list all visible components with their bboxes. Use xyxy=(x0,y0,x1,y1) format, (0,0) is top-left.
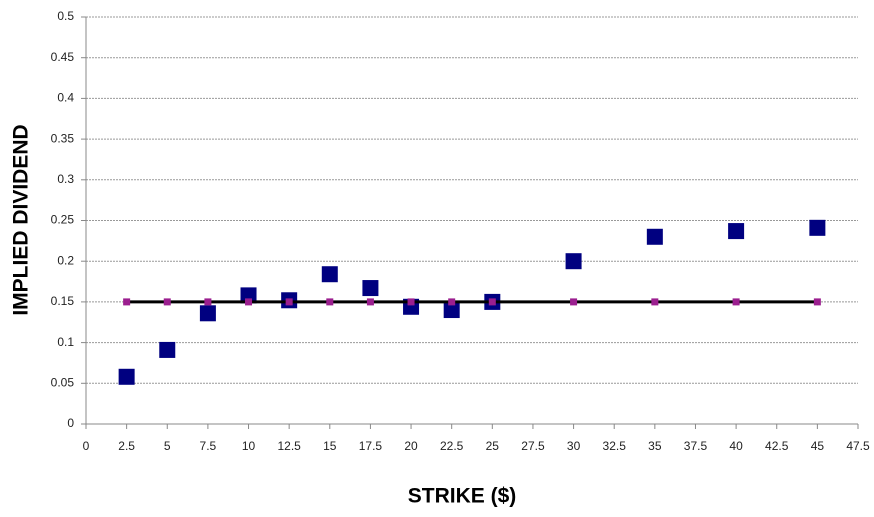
marker xyxy=(204,298,212,306)
marker xyxy=(366,298,374,306)
marker xyxy=(732,298,740,306)
marker xyxy=(813,298,821,306)
y-tick-label: 0.05 xyxy=(51,375,75,389)
marker xyxy=(163,298,171,306)
y-tick-label: 0.5 xyxy=(57,9,74,23)
marker xyxy=(565,253,582,270)
y-tick-label: 0.2 xyxy=(57,253,74,267)
marker xyxy=(321,266,338,283)
marker xyxy=(159,341,176,358)
marker xyxy=(407,298,415,306)
x-tick-label: 17.5 xyxy=(359,439,383,453)
x-tick-label: 2.5 xyxy=(118,439,135,453)
y-tick-label: 0.25 xyxy=(51,213,75,227)
marker xyxy=(570,298,578,306)
y-tick-label: 0.45 xyxy=(51,50,75,64)
x-tick-label: 47.5 xyxy=(846,439,870,453)
x-tick-label: 42.5 xyxy=(765,439,789,453)
y-axis-label: IMPLIED DIVIDEND xyxy=(10,124,33,315)
marker xyxy=(651,298,659,306)
marker xyxy=(488,298,496,306)
y-tick-label: 0.1 xyxy=(57,335,74,349)
x-tick-label: 0 xyxy=(83,439,90,453)
x-tick-label: 22.5 xyxy=(440,439,464,453)
x-tick-label: 20 xyxy=(404,439,418,453)
y-tick-label: 0 xyxy=(67,416,74,430)
marker xyxy=(646,228,663,245)
x-tick-label: 35 xyxy=(648,439,662,453)
x-axis-label: STRIKE ($) xyxy=(408,485,517,508)
x-tick-label: 25 xyxy=(486,439,500,453)
marker xyxy=(118,368,135,385)
y-tick-label: 0.4 xyxy=(57,91,74,105)
marker xyxy=(285,298,293,306)
marker xyxy=(326,298,334,306)
x-tick-label: 10 xyxy=(242,439,256,453)
marker xyxy=(362,280,379,297)
x-tick-label: 5 xyxy=(164,439,171,453)
x-tick-label: 30 xyxy=(567,439,581,453)
marker xyxy=(809,219,826,236)
x-tick-label: 7.5 xyxy=(200,439,217,453)
y-tick-label: 0.15 xyxy=(51,294,75,308)
y-tick-label: 0.3 xyxy=(57,172,74,186)
marker xyxy=(123,298,131,306)
x-tick-label: 40 xyxy=(729,439,743,453)
y-tick-label: 0.35 xyxy=(51,131,75,145)
x-tick-label: 27.5 xyxy=(521,439,545,453)
x-tick-label: 12.5 xyxy=(277,439,301,453)
x-tick-label: 15 xyxy=(323,439,337,453)
x-tick-label: 45 xyxy=(811,439,825,453)
marker xyxy=(728,223,745,240)
marker xyxy=(245,298,253,306)
x-tick-label: 32.5 xyxy=(603,439,627,453)
x-tick-label: 37.5 xyxy=(684,439,708,453)
marker xyxy=(199,305,216,322)
marker xyxy=(448,298,456,306)
